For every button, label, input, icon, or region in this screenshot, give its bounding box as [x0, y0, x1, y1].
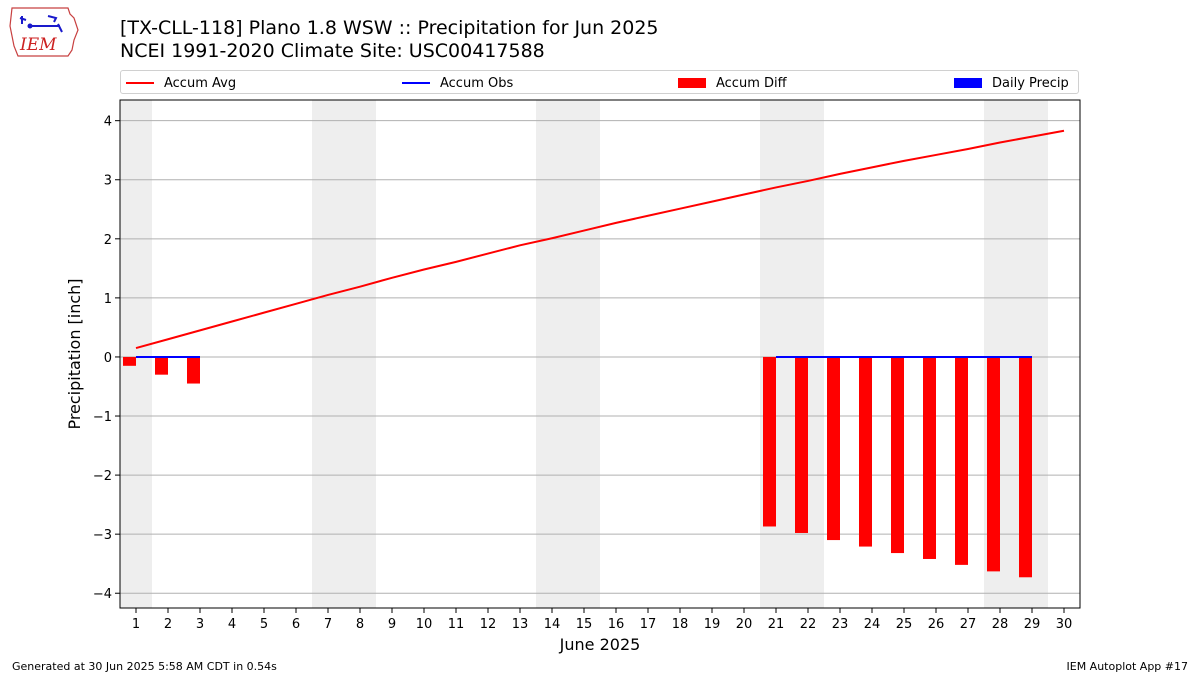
x-tick-label: 2	[164, 617, 172, 632]
weekend-band	[120, 100, 152, 608]
x-axis-label: June 2025	[559, 635, 641, 654]
x-tick-label: 20	[736, 617, 753, 632]
x-tick-label: 18	[672, 617, 689, 632]
legend-swatch-daily-precip	[954, 78, 982, 88]
legend-swatch-accum-avg	[126, 82, 154, 84]
accum-diff-bar	[187, 356, 200, 384]
accum-diff-bar	[891, 356, 904, 554]
x-tick-label: 19	[704, 617, 721, 632]
y-tick-label: −1	[93, 410, 112, 425]
y-tick-label: −3	[93, 528, 112, 543]
app-footer: IEM Autoplot App #17	[1066, 660, 1189, 673]
weekend-band	[760, 100, 824, 608]
x-tick-label: 16	[608, 617, 625, 632]
legend-label-accum-avg: Accum Avg	[164, 75, 237, 91]
legend-swatch-accum-diff	[678, 78, 706, 88]
y-tick-label: 4	[104, 115, 112, 130]
x-tick-label: 5	[260, 617, 268, 632]
x-tick-label: 17	[640, 617, 657, 632]
legend-label-accum-diff: Accum Diff	[716, 75, 787, 91]
x-tick-label: 6	[292, 617, 300, 632]
y-tick-label: 1	[104, 292, 112, 307]
x-tick-label: 28	[992, 617, 1009, 632]
legend-item-daily-precip: Daily Precip	[954, 74, 1069, 92]
y-tick-label: 3	[104, 174, 112, 189]
chart-title: [TX-CLL-118] Plano 1.8 WSW :: Precipitat…	[120, 17, 659, 39]
legend-label-daily-precip: Daily Precip	[992, 75, 1069, 91]
x-tick-label: 7	[324, 617, 332, 632]
x-tick-label: 9	[388, 617, 396, 632]
accum-diff-bar	[795, 356, 808, 533]
accum-diff-bar	[987, 356, 1000, 572]
x-tick-label: 13	[512, 617, 529, 632]
x-tick-label: 29	[1024, 617, 1041, 632]
x-tick-label: 11	[448, 617, 465, 632]
accum-diff-bar	[923, 356, 936, 559]
x-tick-label: 27	[960, 617, 977, 632]
iem-logo: IEM	[9, 7, 79, 57]
y-axis-label: Precipitation [inch]	[65, 278, 84, 429]
accum-diff-bar	[763, 356, 776, 527]
chart-subtitle: NCEI 1991-2020 Climate Site: USC00417588	[120, 40, 545, 62]
x-tick-label: 8	[356, 617, 364, 632]
y-tick-label: 2	[104, 233, 112, 248]
weekend-band	[536, 100, 600, 608]
accum-avg-line	[135, 129, 1065, 350]
x-tick-label: 15	[576, 617, 593, 632]
plot-frame	[119, 99, 1081, 609]
x-tick-label: 22	[800, 617, 817, 632]
x-tick-label: 4	[228, 617, 236, 632]
x-tick-label: 12	[480, 617, 497, 632]
y-tick-label: −2	[93, 469, 112, 484]
legend: Accum Avg Accum Obs Accum Diff Daily Pre…	[120, 70, 1079, 94]
x-tick-label: 1	[132, 617, 140, 632]
y-tick-label: −4	[93, 587, 112, 602]
x-tick-label: 24	[864, 617, 881, 632]
x-tick-label: 21	[768, 617, 785, 632]
accum-diff-bar	[123, 356, 136, 366]
accum-diff-bar	[1019, 356, 1032, 578]
accum-diff-bar	[955, 356, 968, 565]
generated-footer: Generated at 30 Jun 2025 5:58 AM CDT in …	[12, 660, 277, 673]
accum-diff-bar	[155, 356, 168, 375]
x-tick-label: 26	[928, 617, 945, 632]
legend-item-accum-diff: Accum Diff	[678, 74, 787, 92]
x-tick-label: 30	[1056, 617, 1073, 632]
x-tick-label: 23	[832, 617, 849, 632]
legend-item-accum-obs: Accum Obs	[402, 74, 513, 92]
accum-diff-bar	[859, 356, 872, 547]
weekend-band	[312, 100, 376, 608]
legend-item-accum-avg: Accum Avg	[126, 74, 236, 92]
x-tick-label: 14	[544, 617, 561, 632]
x-tick-label: 10	[416, 617, 433, 632]
x-tick-label: 25	[896, 617, 913, 632]
accum-diff-bar	[827, 356, 840, 541]
y-tick-label: 0	[104, 351, 112, 366]
legend-label-accum-obs: Accum Obs	[440, 75, 514, 91]
logo-text: IEM	[19, 35, 57, 55]
x-tick-label: 3	[196, 617, 204, 632]
legend-swatch-accum-obs	[402, 82, 430, 84]
